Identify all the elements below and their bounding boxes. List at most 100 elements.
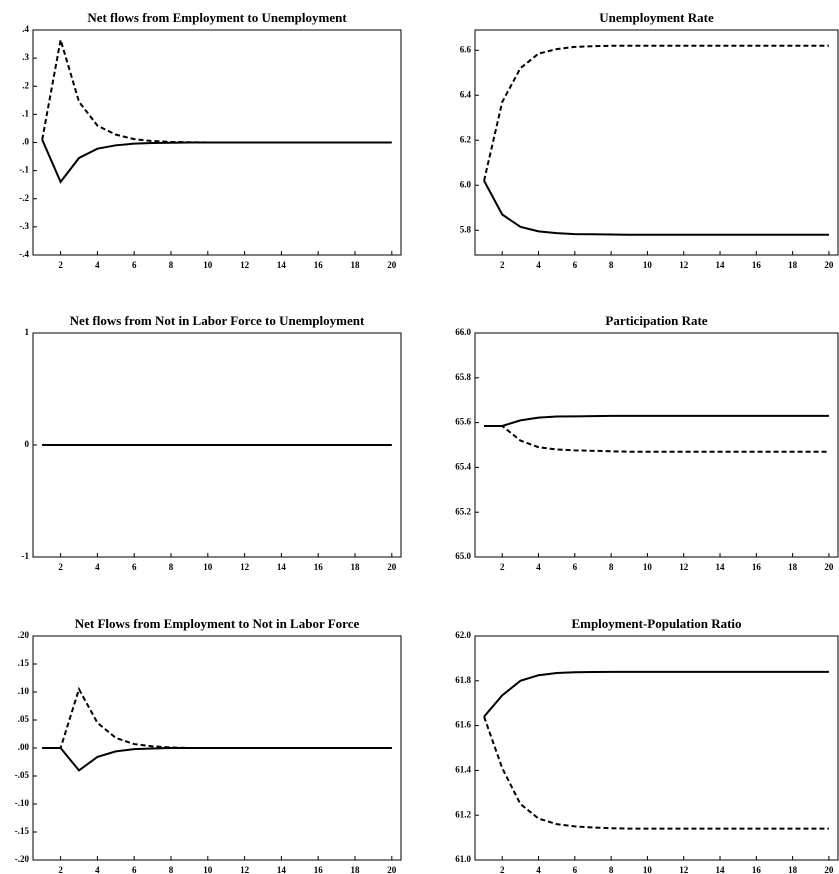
x-tick-label: 20 <box>824 865 834 874</box>
series-line <box>484 414 829 427</box>
y-tick-label: 6.4 <box>460 89 472 99</box>
x-tick-label: 10 <box>643 865 653 874</box>
series-line <box>483 716 829 830</box>
x-tick-label: 14 <box>277 562 287 572</box>
x-tick-label: 10 <box>203 562 213 572</box>
x-tick-label: 4 <box>536 562 541 572</box>
x-tick-label: 4 <box>536 865 541 874</box>
y-tick-label: -.2 <box>19 193 29 203</box>
y-tick-label: 6.6 <box>460 44 472 54</box>
x-tick-label: 8 <box>169 562 174 572</box>
y-tick-label: 1 <box>25 327 30 337</box>
x-tick-label: 16 <box>314 260 324 270</box>
series-line <box>41 39 392 144</box>
x-tick-label: 4 <box>536 260 541 270</box>
x-tick-label: 14 <box>716 865 726 874</box>
y-tick-label: -.15 <box>15 826 30 836</box>
x-tick-label: 12 <box>240 562 250 572</box>
x-tick-label: 14 <box>716 562 726 572</box>
x-tick-label: 16 <box>752 562 762 572</box>
y-tick-label: 0 <box>25 439 30 449</box>
x-tick-label: 20 <box>824 260 834 270</box>
y-tick-label: -.10 <box>15 798 30 808</box>
x-tick-label: 10 <box>643 260 653 270</box>
x-tick-label: 8 <box>609 260 614 270</box>
x-tick-label: 20 <box>387 865 397 874</box>
y-tick-label: 61.6 <box>455 720 471 730</box>
x-tick-label: 14 <box>277 260 287 270</box>
x-tick-label: 12 <box>679 562 689 572</box>
chart-title: Employment-Population Ratio <box>571 616 741 631</box>
x-tick-label: 20 <box>387 562 397 572</box>
x-tick-label: 20 <box>824 562 834 572</box>
plot-frame <box>474 332 839 558</box>
x-tick-label: 6 <box>573 260 578 270</box>
plot-frame <box>474 29 839 256</box>
x-tick-label: 12 <box>240 260 250 270</box>
y-tick-label: .15 <box>18 658 30 668</box>
x-tick-label: 6 <box>132 260 137 270</box>
x-tick-label: 16 <box>314 562 324 572</box>
y-tick-label: 65.8 <box>455 372 471 382</box>
y-tick-label: -.4 <box>19 249 29 259</box>
plot-frame <box>474 635 839 861</box>
x-tick-label: 10 <box>643 562 653 572</box>
x-tick-label: 2 <box>500 865 505 874</box>
y-tick-label: 5.8 <box>460 224 472 234</box>
x-tick-label: 8 <box>169 865 174 874</box>
x-tick-label: 4 <box>95 865 100 874</box>
x-tick-label: 18 <box>788 865 798 874</box>
x-tick-label: 2 <box>58 865 63 874</box>
y-tick-label: -1 <box>22 551 30 561</box>
y-tick-label: 61.4 <box>455 764 471 774</box>
x-tick-label: 18 <box>788 562 798 572</box>
y-tick-label: 66.0 <box>455 327 471 337</box>
series-line <box>42 747 392 772</box>
chart-title: Participation Rate <box>605 313 707 328</box>
y-tick-label: 61.2 <box>455 809 471 819</box>
y-tick-label: 61.8 <box>455 675 471 685</box>
x-tick-label: 6 <box>573 865 578 874</box>
x-tick-label: 18 <box>351 260 361 270</box>
x-tick-label: 12 <box>240 865 250 874</box>
y-tick-label: 65.0 <box>455 551 471 561</box>
y-tick-label: 65.2 <box>455 506 471 516</box>
x-tick-label: 18 <box>351 562 361 572</box>
x-tick-label: 6 <box>132 562 137 572</box>
series-line <box>483 670 829 718</box>
x-tick-label: 18 <box>351 865 361 874</box>
x-tick-label: 12 <box>679 260 689 270</box>
x-tick-label: 20 <box>387 260 397 270</box>
x-tick-label: 8 <box>609 562 614 572</box>
x-tick-label: 2 <box>500 562 505 572</box>
y-tick-label: -.1 <box>19 165 29 175</box>
y-tick-label: .0 <box>22 137 29 147</box>
series-line <box>483 44 829 181</box>
y-tick-label: 6.0 <box>460 179 472 189</box>
x-tick-label: 4 <box>95 562 100 572</box>
x-tick-label: 18 <box>788 260 798 270</box>
chart-title: Net flows from Not in Labor Force to Une… <box>70 313 365 328</box>
y-tick-label: .05 <box>18 714 30 724</box>
y-tick-label: .2 <box>22 80 29 90</box>
x-tick-label: 8 <box>169 260 174 270</box>
x-tick-label: 16 <box>752 260 762 270</box>
series-line <box>41 139 392 184</box>
x-tick-label: 2 <box>58 260 63 270</box>
x-tick-label: 14 <box>716 260 726 270</box>
y-tick-label: .4 <box>22 24 29 34</box>
series-line <box>484 424 829 453</box>
chart-title: Net Flows from Employment to Not in Labo… <box>75 616 360 631</box>
y-tick-label: 6.2 <box>460 134 472 144</box>
y-tick-label: 61.0 <box>455 854 471 864</box>
x-tick-label: 16 <box>314 865 324 874</box>
y-tick-label: .00 <box>18 742 30 752</box>
y-tick-label: 65.6 <box>455 417 471 427</box>
x-tick-label: 16 <box>752 865 762 874</box>
x-tick-label: 2 <box>58 562 63 572</box>
x-tick-label: 8 <box>609 865 614 874</box>
series-line <box>483 180 829 236</box>
x-tick-label: 2 <box>500 260 505 270</box>
y-tick-label: -.05 <box>15 770 30 780</box>
